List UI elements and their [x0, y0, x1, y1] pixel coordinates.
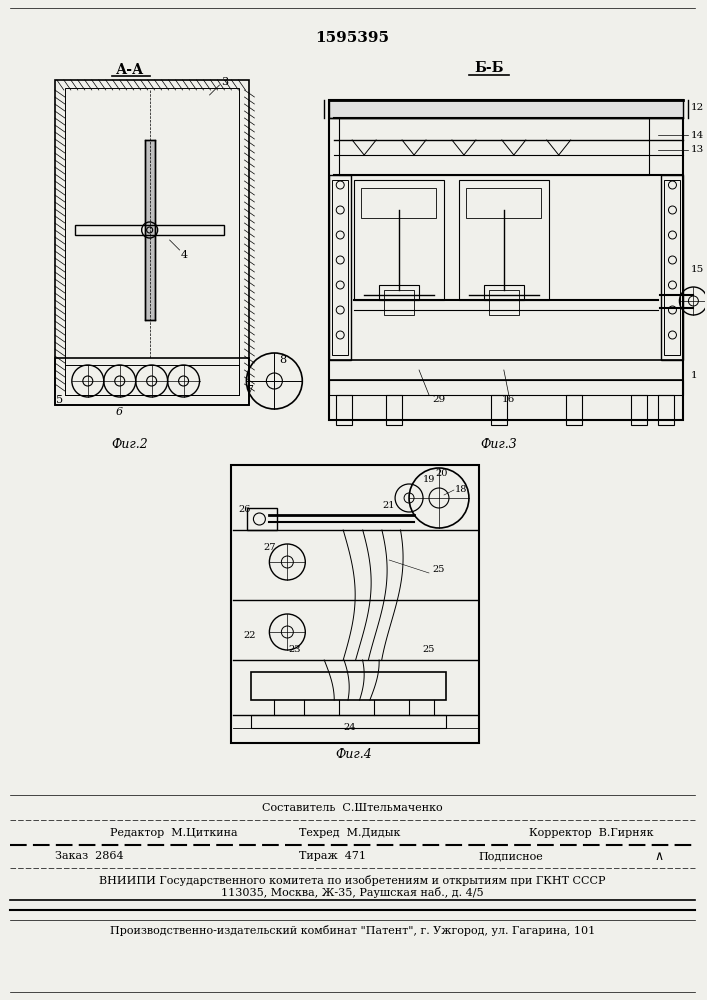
Bar	[75, 225, 225, 235]
Bar	[459, 180, 549, 300]
Text: 20: 20	[436, 468, 448, 478]
Text: 3: 3	[221, 77, 228, 87]
Text: 7: 7	[246, 385, 253, 395]
Polygon shape	[355, 100, 383, 118]
Bar	[361, 188, 436, 218]
Text: ВНИИПИ Государственного комитета по изобретениям и открытиям при ГКНТ СССР: ВНИИПИ Государственного комитета по изоб…	[99, 874, 605, 886]
Bar	[247, 508, 277, 530]
Bar	[339, 118, 648, 175]
Text: 21: 21	[383, 502, 395, 510]
Text: 23: 23	[288, 646, 300, 654]
Bar	[231, 465, 479, 743]
Bar	[665, 180, 680, 355]
Bar	[662, 175, 684, 360]
Text: Б-Б: Б-Б	[474, 61, 503, 75]
Text: Заказ  2864: Заказ 2864	[55, 851, 124, 861]
Text: ∧: ∧	[654, 850, 663, 862]
Bar	[631, 395, 646, 425]
Text: 27: 27	[263, 544, 276, 552]
Polygon shape	[550, 100, 578, 118]
Bar	[145, 140, 155, 320]
Text: 24: 24	[343, 724, 356, 732]
Text: 16: 16	[502, 395, 515, 404]
Text: 4: 4	[181, 250, 188, 260]
Text: 13: 13	[691, 145, 703, 154]
Text: 1595395: 1595395	[315, 31, 389, 45]
Text: 26: 26	[238, 506, 250, 514]
Bar	[379, 285, 419, 300]
Text: А-А: А-А	[115, 63, 144, 77]
Text: 113035, Москва, Ж-35, Раушская наб., д. 4/5: 113035, Москва, Ж-35, Раушская наб., д. …	[221, 888, 484, 898]
Text: Корректор  В.Гирняк: Корректор В.Гирняк	[529, 828, 653, 838]
Text: 19: 19	[423, 476, 436, 485]
Bar	[489, 290, 519, 315]
Text: 14: 14	[691, 130, 703, 139]
Text: 29: 29	[433, 395, 445, 404]
Polygon shape	[505, 100, 533, 118]
Bar	[252, 715, 446, 728]
Text: 18: 18	[455, 486, 467, 494]
Bar	[566, 395, 582, 425]
Bar	[658, 395, 674, 425]
Bar	[252, 672, 446, 700]
Text: 5: 5	[57, 395, 64, 405]
Bar	[329, 360, 684, 380]
Text: Подписное: Подписное	[479, 851, 544, 861]
Bar	[55, 358, 250, 405]
Bar	[329, 380, 684, 395]
Bar	[65, 88, 240, 395]
Text: 15: 15	[691, 265, 703, 274]
Text: 25: 25	[433, 566, 445, 574]
Bar	[65, 365, 240, 395]
Text: 12: 12	[691, 103, 703, 111]
Text: Техред  М.Дидык: Техред М.Дидык	[299, 828, 401, 838]
Text: 22: 22	[243, 631, 256, 640]
Bar	[337, 395, 352, 425]
Bar	[329, 100, 684, 420]
Bar	[354, 180, 444, 300]
Bar	[332, 180, 349, 355]
Bar	[384, 290, 414, 315]
Bar	[329, 100, 684, 118]
Bar	[484, 285, 524, 300]
Polygon shape	[445, 100, 473, 118]
Bar	[386, 395, 402, 425]
Text: 8: 8	[279, 355, 286, 365]
Text: 6: 6	[116, 407, 123, 417]
Text: Фиг.3: Фиг.3	[481, 438, 518, 452]
Bar	[55, 80, 250, 405]
Bar	[491, 395, 507, 425]
Bar	[466, 188, 541, 218]
Text: 25: 25	[423, 646, 436, 654]
Polygon shape	[395, 100, 423, 118]
Text: Редактор  М.Циткина: Редактор М.Циткина	[110, 828, 238, 838]
Text: Фиг.4: Фиг.4	[336, 748, 373, 762]
Bar	[329, 175, 351, 360]
Text: Тираж  471: Тираж 471	[299, 851, 366, 861]
Text: 1: 1	[691, 370, 697, 379]
Text: Составитель  С.Штельмаченко: Составитель С.Штельмаченко	[262, 803, 443, 813]
Text: Фиг.2: Фиг.2	[111, 438, 148, 452]
Text: Производственно-издательский комбинат "Патент", г. Ужгород, ул. Гагарина, 101: Производственно-издательский комбинат "П…	[110, 924, 595, 936]
